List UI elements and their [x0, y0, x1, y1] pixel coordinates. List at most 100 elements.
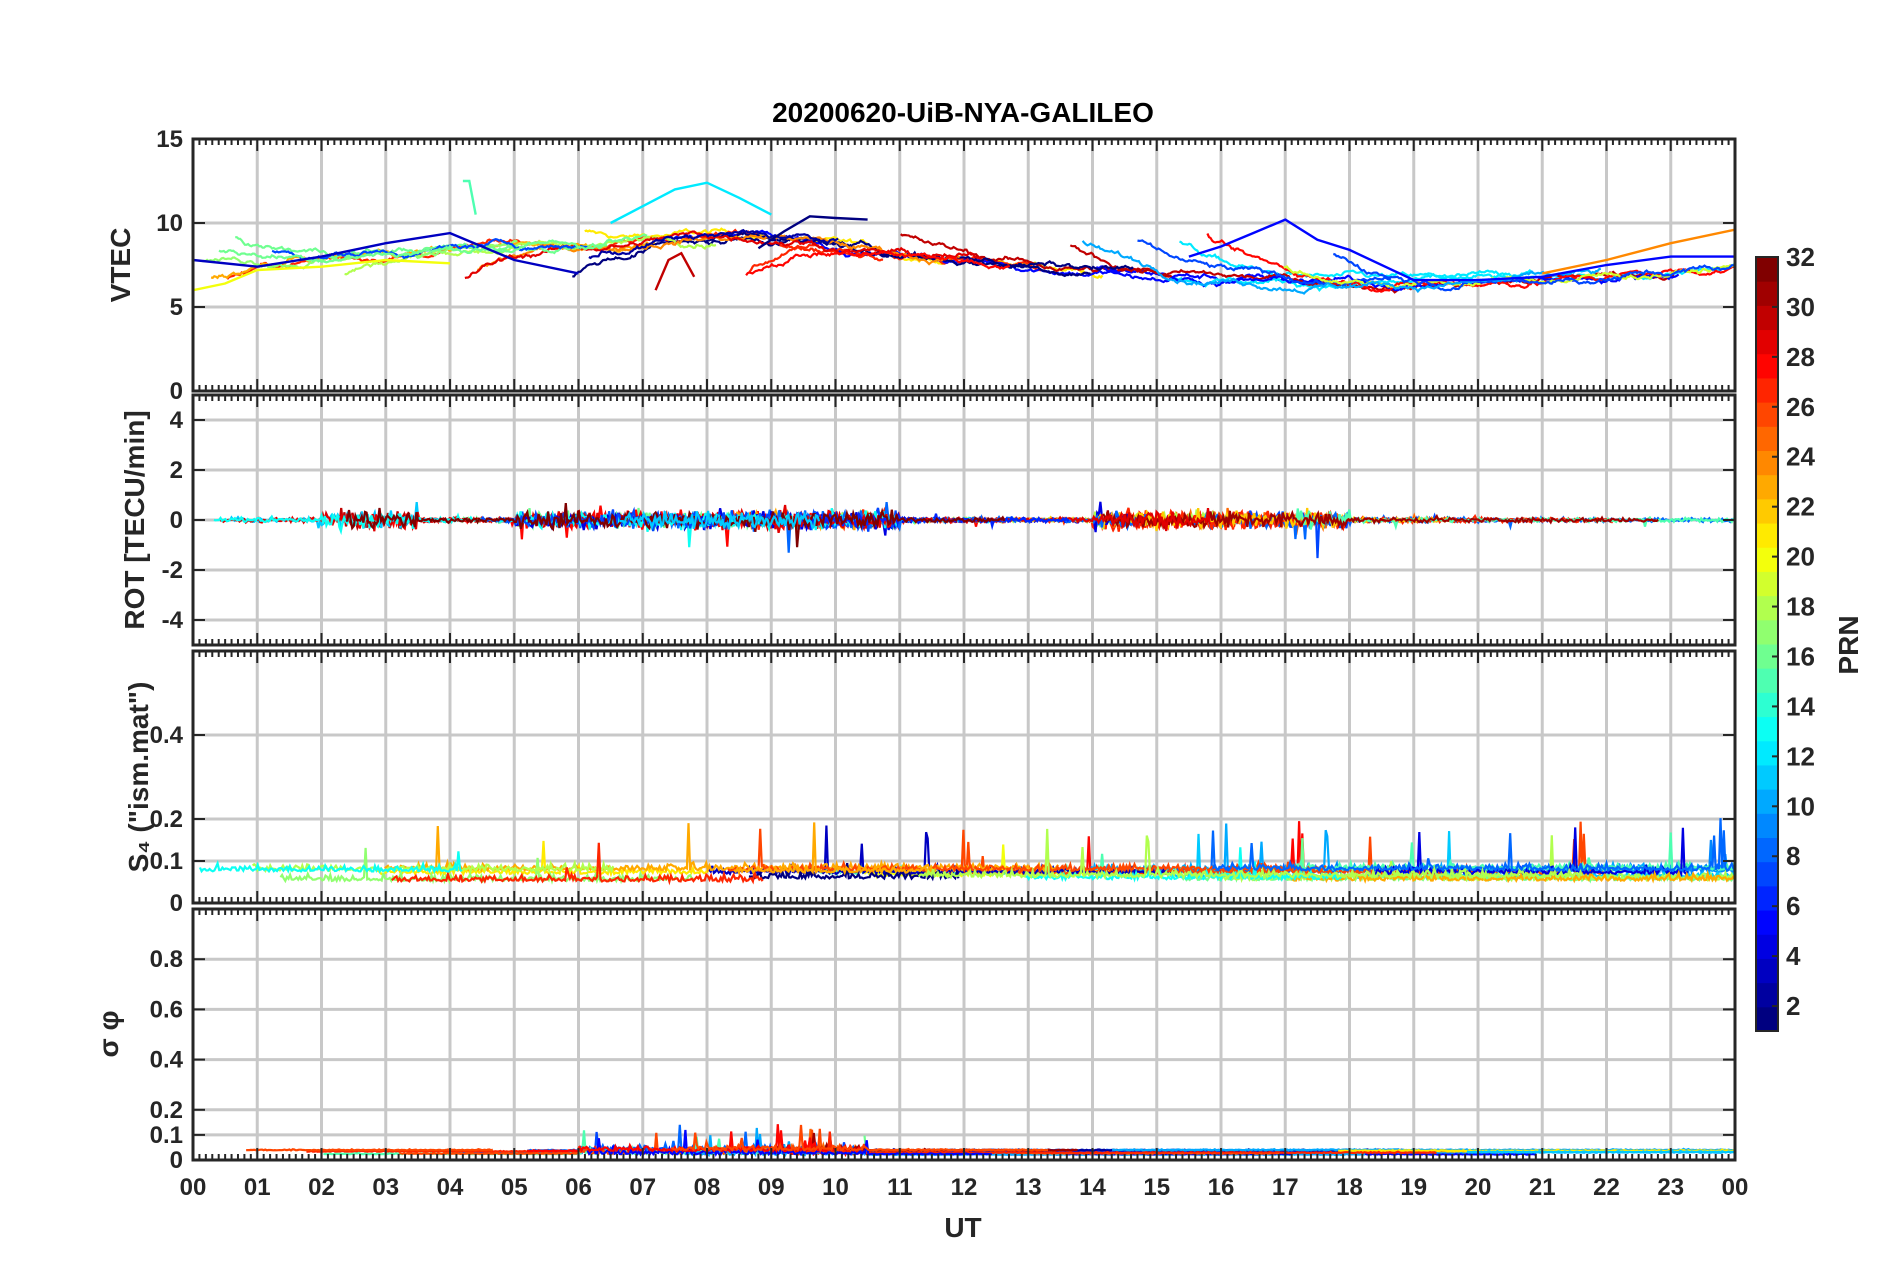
colorbar-frame: [1755, 256, 1779, 1032]
x-tick-label: 02: [308, 1174, 335, 1201]
colorbar-tick-label: 2: [1786, 991, 1800, 1021]
series-prn-30: [654, 251, 696, 291]
colorbar-tick-label: 28: [1786, 342, 1815, 372]
series-prn-23: [384, 823, 1060, 874]
colorbar-segment: [1756, 644, 1778, 669]
series-prn-26: [670, 1124, 1049, 1153]
y-axis-label: ROT [TECU/min]: [119, 410, 150, 629]
colorbar-segment: [1756, 861, 1778, 887]
colorbar-tick-label: 4: [1786, 941, 1801, 971]
series-prn-23: [733, 822, 937, 876]
x-axis-label: UT: [944, 1212, 981, 1243]
colorbar-segment: [1756, 571, 1778, 597]
colorbar-tick-label: 24: [1786, 442, 1815, 472]
colorbar-segment: [1756, 474, 1778, 500]
series-prn-7: [1333, 252, 1735, 292]
y-tick-label: 0.2: [150, 806, 183, 833]
colorbar-tick-label: 16: [1786, 641, 1815, 671]
series-prn-5: [586, 1129, 993, 1157]
x-tick-label: 17: [1272, 1174, 1299, 1201]
colorbar-segment: [1756, 523, 1778, 548]
x-tick-label: 11: [887, 1174, 912, 1201]
y-tick-label: 0: [170, 378, 183, 405]
colorbar-segment: [1756, 426, 1778, 451]
x-tick-label: 00: [1722, 1174, 1749, 1201]
x-tick-label: 22: [1593, 1174, 1620, 1201]
y-tick-label: 15: [156, 126, 183, 153]
y-tick-label: 0.6: [150, 996, 183, 1023]
series-prn-30: [1069, 244, 1675, 294]
x-tick-label: 15: [1143, 1174, 1170, 1201]
panel-4: 00.10.2 0.4 0.6 0.8 σ φ: [93, 907, 1737, 1174]
y-tick-label: 0.2: [150, 1097, 183, 1124]
colorbar-tick-label: 32: [1786, 242, 1815, 272]
series-prn-5: [1188, 218, 1735, 282]
series-prn-11: [619, 510, 821, 531]
y-tick-label: 2: [170, 457, 183, 484]
x-tick-label: 07: [629, 1174, 656, 1201]
series-prn-27: [785, 1131, 1437, 1156]
y-axis-label: σ φ: [93, 1011, 124, 1058]
colorbar-segment: [1756, 547, 1778, 572]
x-tick-label: 10: [822, 1174, 849, 1201]
series-prn-18: [1218, 835, 1735, 884]
series-prn-2: [588, 228, 839, 260]
ticks: [192, 138, 1736, 392]
ticks: [192, 651, 1736, 904]
y-axis-label: VTEC: [105, 228, 136, 303]
colorbar-segment: [1756, 934, 1778, 959]
x-tick-label: 04: [437, 1174, 464, 1201]
series-prn-6: [797, 510, 1070, 531]
colorbar-tick-label: 10: [1786, 791, 1815, 821]
colorbar-label: PRN: [1833, 615, 1864, 674]
x-tick-label: 06: [565, 1174, 592, 1201]
colorbar-tick-label: 18: [1786, 592, 1815, 622]
y-tick-label: 0.4: [150, 722, 184, 749]
y-tick-label: 5: [170, 294, 183, 321]
y-tick-label: 0.4: [150, 1047, 184, 1074]
x-tick-label: 12: [951, 1174, 978, 1201]
x-tick-label: 14: [1079, 1174, 1106, 1201]
series-prn-3: [193, 231, 579, 275]
colorbar-segment: [1756, 764, 1778, 790]
colorbar-segment: [1756, 498, 1778, 524]
series-prn-18: [917, 828, 1584, 881]
colorbar-tick-label: 22: [1786, 492, 1815, 522]
series-prn-13: [198, 851, 463, 874]
colorbar-segment: [1756, 958, 1778, 984]
colorbar-segment: [1756, 789, 1778, 814]
colorbar-tick-label: 14: [1786, 691, 1815, 721]
series-prn-31: [1102, 509, 1659, 531]
colorbar-segment: [1756, 619, 1778, 645]
colorbar-tick-label: 12: [1786, 741, 1815, 771]
panel-2: -4 -2 0 2 4 ROT [TECU/min]: [119, 393, 1737, 647]
series-prn-10: [1081, 240, 1602, 295]
series-prn-12: [1179, 240, 1735, 283]
series-prn-12: [610, 181, 772, 225]
series-prn-19: [1283, 263, 1735, 289]
y-tick-label: 10: [156, 210, 183, 237]
series-prn-20: [193, 258, 451, 292]
colorbar-tick-label: 8: [1786, 841, 1800, 871]
colorbar-segment: [1756, 982, 1778, 1008]
y-tick-label: 4: [170, 407, 184, 434]
y-tick-label: 0.8: [150, 946, 183, 973]
colorbar-tick-label: 20: [1786, 542, 1815, 572]
colorbar-segment: [1756, 885, 1778, 911]
series-prn-1: [757, 215, 868, 250]
ticks: [192, 395, 1736, 645]
x-tick-label: 13: [1015, 1174, 1042, 1201]
series-prn-28: [745, 249, 1011, 276]
colorbar-segment: [1756, 668, 1778, 693]
series-prn-16: [218, 239, 608, 264]
traces: [198, 818, 1735, 886]
y-tick-label: 0.1: [150, 848, 183, 875]
series-prn-7: [1137, 239, 1392, 287]
colorbar-segment: [1756, 329, 1778, 355]
colorbar-segment: [1756, 716, 1778, 742]
series-prn-1: [748, 862, 960, 882]
series-prn-15: [462, 179, 477, 215]
series-prn-1: [705, 236, 1091, 278]
